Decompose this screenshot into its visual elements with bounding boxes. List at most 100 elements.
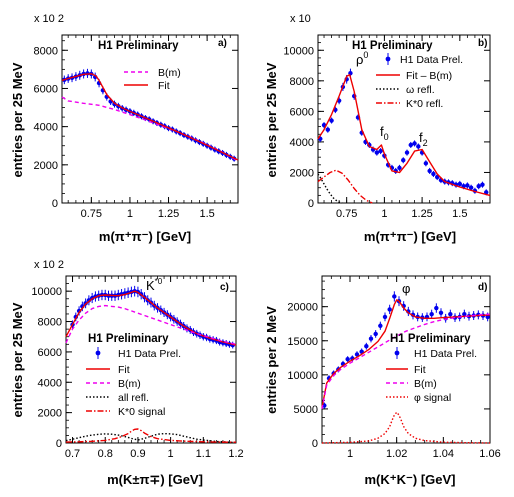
- y-tick-label: 0: [52, 198, 58, 210]
- data-point: [374, 150, 380, 155]
- legend-label-background: B(m): [118, 378, 141, 390]
- legend-label-data: H1 Data Prel.: [400, 54, 463, 66]
- series-b-m-line: [65, 304, 237, 345]
- panel-a-legend: B(m) Fit: [124, 67, 181, 92]
- y-tick-label: 8000: [38, 317, 62, 329]
- data-point: [423, 161, 429, 166]
- panel-d-y-axis-label: entries per 2 MeV: [264, 306, 279, 414]
- panel-b-plot: 0.75 1 1.25 1.5 0 2000 4000 6000 8000 10000: [283, 34, 491, 220]
- series-fit-line: [321, 299, 491, 408]
- panel-d-tag: d): [478, 282, 487, 293]
- data-point: [325, 127, 331, 132]
- data-point: [378, 323, 383, 328]
- x-tick-label: 0.75: [336, 208, 357, 220]
- x-tick-label: 1: [347, 448, 353, 460]
- data-point: [484, 190, 489, 195]
- panel-a: x 10 2 entries per 25 MeV 0.75 1 1.25 1.5 0 2…: [10, 13, 239, 244]
- plot-frame: [61, 34, 239, 204]
- panel-c-x-axis-label: m(K±π∓) [GeV]: [107, 472, 203, 487]
- series-h1-data-prel: [62, 68, 237, 162]
- series-h1-data-prel: [318, 68, 489, 196]
- x-tick-label: 1.02: [386, 448, 407, 460]
- x-tick-label: 1.04: [433, 448, 454, 460]
- data-point: [416, 144, 421, 149]
- y-tick-label: 6000: [38, 347, 62, 359]
- y-tick-label: 4000: [290, 137, 314, 149]
- x-tick-label: 1: [127, 208, 133, 220]
- y-tick-label: 0: [312, 438, 318, 450]
- y-tick-label: 6000: [290, 106, 314, 118]
- legend-label-fit: Fit: [414, 364, 426, 376]
- y-tick-label: 0: [56, 438, 62, 450]
- x-tick-label: 0.8: [98, 448, 113, 460]
- x-tick-label: 1.1: [196, 448, 211, 460]
- data-point: [468, 185, 474, 190]
- y-tick-label: 6000: [34, 83, 58, 95]
- legend-label-background: B(m): [158, 67, 181, 79]
- legend-label-fit-minus-bg: Fit – B(m): [406, 70, 452, 82]
- x-tick-label: 1: [381, 208, 387, 220]
- kstar-annotation: K*0: [146, 277, 163, 293]
- x-tick-label: 1.2: [228, 448, 243, 460]
- data-point: [476, 184, 481, 189]
- y-tick-label: 2000: [290, 167, 314, 179]
- y-tick-label: 10000: [283, 45, 314, 57]
- panel-b-title: H1 Preliminary: [352, 40, 433, 52]
- y-tick-label: 20000: [287, 302, 318, 314]
- panel-d-legend: H1 Data Prel. Fit B(m) φ signal: [386, 347, 477, 404]
- x-tick-label: 1.06: [479, 448, 500, 460]
- rho-annotation: ρ0: [356, 50, 368, 67]
- legend-swatch-data: [95, 350, 101, 356]
- legend-label-kstar-signal: K*0 signal: [118, 406, 165, 418]
- data-point: [404, 150, 410, 155]
- legend-label-data: H1 Data Prel.: [414, 348, 477, 360]
- x-tick-label: 0.7: [65, 448, 80, 460]
- data-point: [412, 141, 417, 146]
- data-point: [434, 305, 439, 311]
- legend-label-all-refl: all refl.: [118, 392, 149, 404]
- data-point: [485, 314, 490, 320]
- data-point: [465, 183, 470, 188]
- data-point: [373, 331, 378, 337]
- x-tick-label: 1.25: [411, 208, 432, 220]
- panel-c: x 10 2 entries per 25 MeV 0.7 0.8 0.9 1 1.1 1…: [10, 259, 244, 487]
- panel-b-x-axis-label: m(π⁺π⁻) [GeV]: [364, 229, 456, 244]
- data-point: [431, 171, 436, 177]
- x-tick-label: 1.5: [199, 208, 214, 220]
- x-tick-label: 1.5: [452, 208, 467, 220]
- y-tick-label: 0: [308, 198, 314, 210]
- y-tick-label: 8000: [34, 45, 58, 57]
- y-tick-label: 5000: [294, 404, 318, 416]
- panel-a-title: H1 Preliminary: [98, 40, 179, 52]
- data-point: [401, 158, 406, 163]
- data-point: [397, 165, 402, 171]
- y-tick-label: 2000: [38, 408, 62, 420]
- panel-c-title: H1 Preliminary: [88, 333, 169, 345]
- y-tick-label: 15000: [287, 336, 318, 348]
- f2-annotation: f2: [419, 130, 428, 148]
- data-point: [480, 182, 485, 187]
- panel-a-y-axis-label: entries per 25 MeV: [10, 62, 25, 177]
- panel-c-tag: c): [220, 282, 229, 293]
- y-tick-label: 10000: [287, 370, 318, 382]
- panel-d: entries per 2 MeV 1 1.02 1.04 1.06 0 5000 1000…: [264, 275, 501, 487]
- data-point: [364, 344, 369, 349]
- panel-b-y-axis-label: entries per 25 MeV: [264, 62, 279, 177]
- data-point: [382, 314, 388, 320]
- series-fit-line: [61, 73, 239, 161]
- legend-label-fit: Fit: [118, 364, 130, 376]
- series-all-refl-line: [65, 432, 237, 444]
- data-point: [392, 294, 397, 299]
- data-point: [429, 311, 434, 317]
- f0-annotation: f0: [380, 124, 389, 142]
- series-k-0-refl-line: [317, 169, 373, 204]
- panel-b: x 10 entries per 25 MeV 0.75 1 1.25 1.5 0 200…: [264, 13, 491, 244]
- panel-d-x-axis-label: m(K⁺K⁻) [GeV]: [365, 472, 456, 487]
- panel-b-tag: b): [478, 38, 487, 49]
- panel-c-legend: H1 Data Prel. Fit B(m) all refl. K*0 sig…: [86, 347, 181, 418]
- series-fit-b-m-line: [317, 73, 491, 197]
- legend-label-fit: Fit: [158, 80, 170, 92]
- panel-a-tag: a): [218, 38, 227, 49]
- data-point: [387, 307, 392, 312]
- data-point: [368, 336, 374, 341]
